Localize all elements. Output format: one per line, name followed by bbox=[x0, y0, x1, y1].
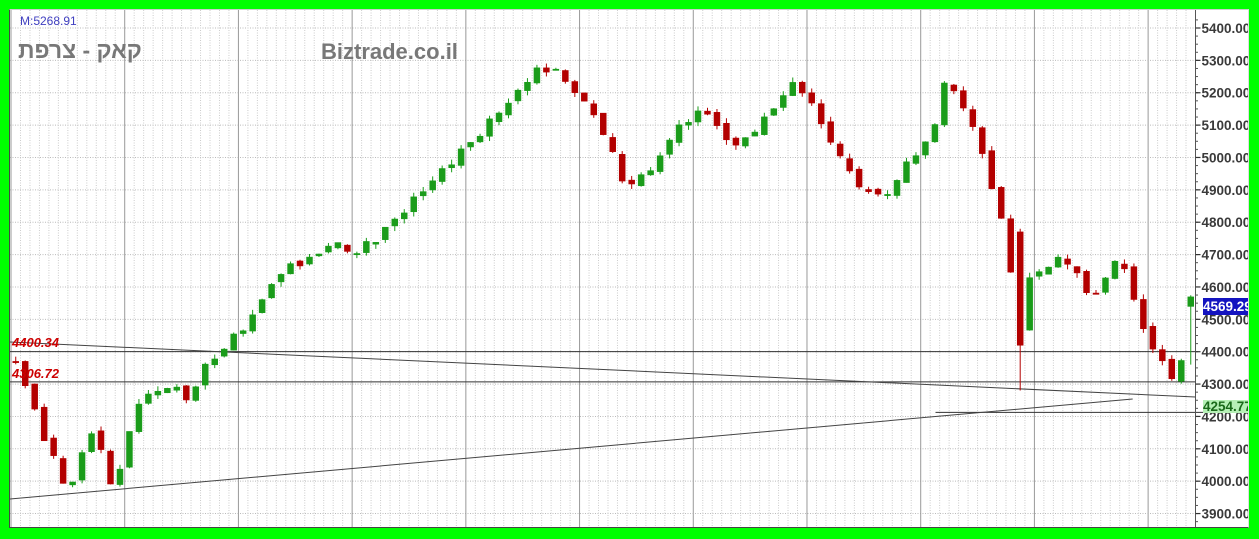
svg-text:5300.00: 5300.00 bbox=[1202, 53, 1250, 68]
svg-text:4300.00: 4300.00 bbox=[1202, 377, 1250, 392]
svg-text:4100.00: 4100.00 bbox=[1202, 442, 1250, 457]
svg-text:4900.00: 4900.00 bbox=[1202, 183, 1250, 198]
svg-text:3900.00: 3900.00 bbox=[1202, 507, 1250, 522]
svg-text:4000.00: 4000.00 bbox=[1202, 474, 1250, 489]
svg-text:5100.00: 5100.00 bbox=[1202, 118, 1250, 133]
svg-text:4400.00: 4400.00 bbox=[1202, 345, 1250, 360]
svg-text:5200.00: 5200.00 bbox=[1202, 86, 1250, 101]
svg-text:4700.00: 4700.00 bbox=[1202, 248, 1250, 263]
svg-text:5000.00: 5000.00 bbox=[1202, 150, 1250, 165]
svg-text:4600.00: 4600.00 bbox=[1202, 280, 1250, 295]
svg-text:5400.00: 5400.00 bbox=[1202, 21, 1250, 36]
svg-text:4800.00: 4800.00 bbox=[1202, 215, 1250, 230]
